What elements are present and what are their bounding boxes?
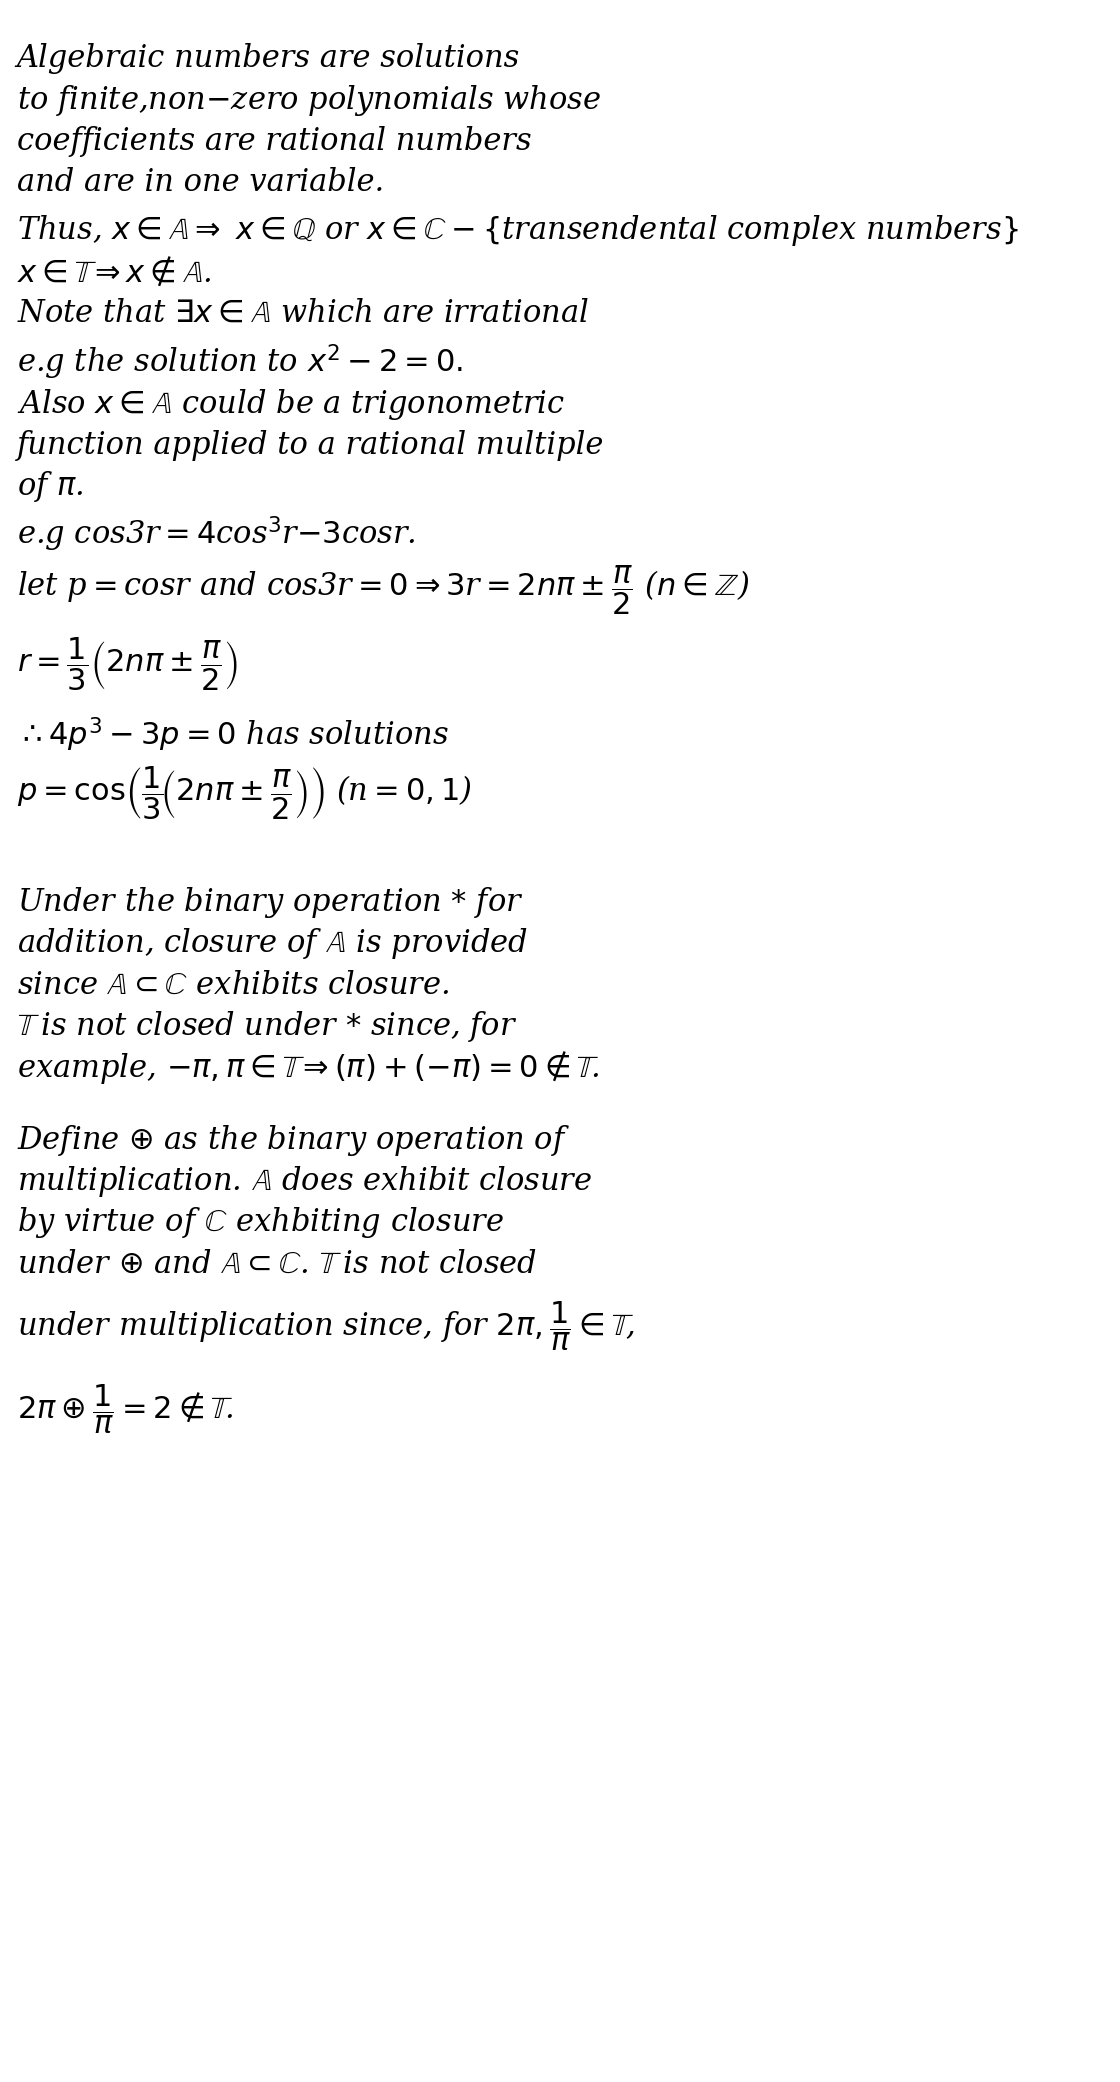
Text: to finite,non$-$zero polynomials whose: to finite,non$-$zero polynomials whose	[17, 83, 600, 117]
Text: $\therefore 4p^3-3p=0$ has solutions: $\therefore 4p^3-3p=0$ has solutions	[17, 716, 448, 754]
Text: Algebraic numbers are solutions: Algebraic numbers are solutions	[17, 44, 520, 75]
Text: coefficients are rational numbers: coefficients are rational numbers	[17, 125, 531, 156]
Text: by virtue of $\mathbb{C}$ exhbiting closure: by virtue of $\mathbb{C}$ exhbiting clos…	[17, 1205, 504, 1241]
Text: Thus, $x\in\mathbb{A}\Rightarrow$ $x\in\mathbb{Q}$ or $x\in\mathbb{C}-\{$transen: Thus, $x\in\mathbb{A}\Rightarrow$ $x\in\…	[17, 212, 1018, 248]
Text: under multiplication since, for $2\pi,\dfrac{1}{\pi}\in\mathbb{T}$,: under multiplication since, for $2\pi,\d…	[17, 1299, 634, 1353]
Text: under $\oplus$ and $\mathbb{A}\subset\mathbb{C}$. $\mathbb{T}$ is not closed: under $\oplus$ and $\mathbb{A}\subset\ma…	[17, 1249, 536, 1280]
Text: Note that $\exists x\in\mathbb{A}$ which are irrational: Note that $\exists x\in\mathbb{A}$ which…	[17, 298, 588, 329]
Text: $x\in\mathbb{T}\Rightarrow x\notin\mathbb{A}$.: $x\in\mathbb{T}\Rightarrow x\notin\mathb…	[17, 254, 212, 289]
Text: e.g the solution to $x^2-2=0.$: e.g the solution to $x^2-2=0.$	[17, 344, 463, 383]
Text: e.g cos3r$=4$cos$^3$r$-3$cosr.: e.g cos3r$=4$cos$^3$r$-3$cosr.	[17, 514, 416, 554]
Text: and are in one variable.: and are in one variable.	[17, 167, 384, 198]
Text: Under the binary operation $*$ for: Under the binary operation $*$ for	[17, 885, 523, 920]
Text: $2\pi\oplus\dfrac{1}{\pi}=2\notin\mathbb{T}$.: $2\pi\oplus\dfrac{1}{\pi}=2\notin\mathbb…	[17, 1382, 233, 1437]
Text: Also $x\in\mathbb{A}$ could be a trigonometric: Also $x\in\mathbb{A}$ could be a trigono…	[17, 387, 564, 421]
Text: $r=\dfrac{1}{3}\left(2n\pi\pm\dfrac{\pi}{2}\right)$: $r=\dfrac{1}{3}\left(2n\pi\pm\dfrac{\pi}…	[17, 635, 237, 693]
Text: of $\pi$.: of $\pi$.	[17, 468, 83, 504]
Text: Define $\oplus$ as the binary operation of: Define $\oplus$ as the binary operation …	[17, 1122, 570, 1158]
Text: example, $-\pi,\pi\in\mathbb{T}\Rightarrow(\pi)+(-\pi)=0\notin\mathbb{T}$.: example, $-\pi,\pi\in\mathbb{T}\Rightarr…	[17, 1049, 599, 1087]
Text: let p$=$cosr and cos3r$=0\Rightarrow 3$r$=2n\pi\pm\dfrac{\pi}{2}$ ($n\in\mathbb{: let p$=$cosr and cos3r$=0\Rightarrow 3$r…	[17, 564, 749, 616]
Text: $\mathbb{T}$ is not closed under $*$ since, for: $\mathbb{T}$ is not closed under $*$ sin…	[17, 1010, 517, 1043]
Text: $p=\cos\!\left(\dfrac{1}{3}\!\left(2n\pi\pm\dfrac{\pi}{2}\right)\right)$ (n$=0,1: $p=\cos\!\left(\dfrac{1}{3}\!\left(2n\pi…	[17, 764, 472, 822]
Text: multiplication. $\mathbb{A}$ does exhibit closure: multiplication. $\mathbb{A}$ does exhibi…	[17, 1164, 591, 1199]
Text: addition, closure of $\mathbb{A}$ is provided: addition, closure of $\mathbb{A}$ is pro…	[17, 926, 528, 962]
Text: function applied to a rational multiple: function applied to a rational multiple	[17, 429, 604, 460]
Text: since $\mathbb{A}\subset\mathbb{C}$ exhibits closure.: since $\mathbb{A}\subset\mathbb{C}$ exhi…	[17, 970, 449, 1001]
